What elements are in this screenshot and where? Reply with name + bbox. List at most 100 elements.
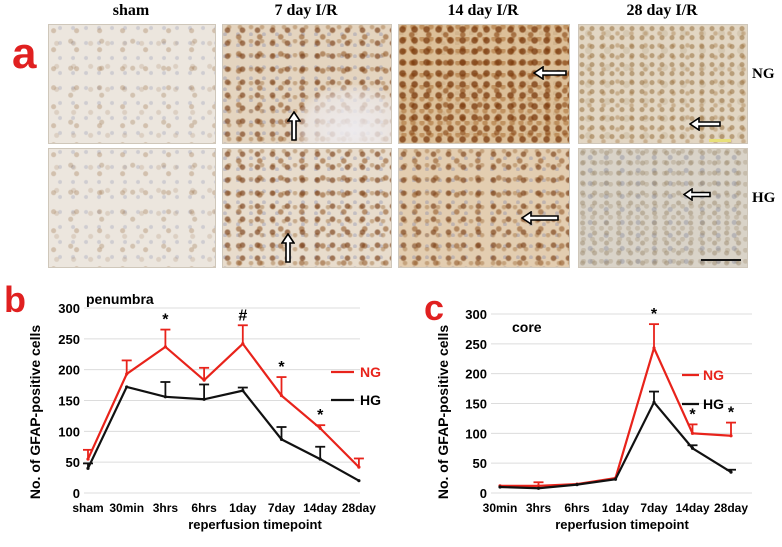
data-point: [357, 479, 361, 483]
micrograph-14day-ng: [398, 24, 570, 144]
data-point: [125, 385, 129, 389]
y-tick-label: 100: [465, 426, 487, 441]
data-point: [536, 484, 541, 488]
micrograph-sham-hg: [48, 148, 216, 268]
y-tick-label: 250: [58, 332, 80, 347]
y-tick-label: 200: [465, 367, 487, 382]
data-point: [613, 477, 618, 481]
data-point: [690, 431, 695, 435]
column-header-28day: 28 day I/R: [626, 2, 698, 19]
significance-marker: *: [162, 312, 169, 329]
series-line: [87, 385, 360, 482]
x-axis-title: reperfusion timepoint: [555, 517, 689, 532]
y-tick-label: 150: [465, 397, 487, 412]
micrograph-7day-hg: [222, 148, 392, 268]
row-label-ng: NG: [752, 66, 775, 82]
significance-marker: *: [689, 406, 696, 423]
x-tick-label: 7day: [268, 501, 296, 515]
micrograph-28day-ng: [578, 24, 748, 144]
chart-panel-b: 0 50 100 150 200 250 300 sham 30min 3hrs 6hrs 1day 7…: [27, 291, 381, 532]
data-point: [279, 393, 284, 398]
panel-b-letter: b: [4, 279, 26, 320]
series-line: [500, 344, 732, 487]
y-tick-label: 100: [58, 424, 80, 439]
y-tick-label: 150: [58, 394, 80, 409]
data-point: [575, 483, 579, 487]
data-point: [86, 457, 90, 461]
data-point: [279, 437, 284, 441]
data-point: [729, 434, 733, 438]
data-point: [125, 372, 129, 376]
arrow-up-icon: [281, 233, 295, 263]
x-tick-label: 1day: [229, 501, 257, 515]
legend-label-ng: NG: [360, 364, 381, 380]
data-point: [729, 470, 733, 474]
micrograph-14day-hg: [398, 148, 570, 268]
data-point: [163, 395, 167, 399]
x-tick-label: 30min: [483, 501, 518, 515]
chart-subtitle: penumbra: [86, 291, 154, 307]
micrograph-7day-ng: [222, 24, 392, 144]
x-tick-label: 14day: [303, 501, 337, 515]
column-header-7day: 7 day I/R: [274, 2, 338, 19]
data-point: [86, 466, 90, 470]
series-hg: [83, 381, 361, 483]
data-point: [202, 397, 206, 401]
y-axis-title: No. of GFAP-positive cells: [27, 325, 43, 499]
micrograph-28day-hg: [578, 148, 748, 268]
arrow-left-icon: [533, 66, 567, 80]
data-point: [652, 400, 656, 404]
chart-panel-c: 0 50 100 150 200 250 300 30min 3hrs 6hrs 1day 7day 1…: [435, 306, 752, 532]
x-tick-label: 14day: [675, 501, 709, 515]
data-point: [163, 345, 167, 349]
scale-bar: [701, 259, 741, 261]
arrow-up-icon: [287, 111, 301, 141]
y-tick-label: 200: [58, 363, 80, 378]
chart-subtitle: core: [512, 319, 542, 335]
significance-marker: #: [238, 307, 247, 324]
data-point: [498, 485, 502, 489]
x-tick-label: 6hrs: [564, 501, 590, 515]
panel-a-letter: a: [12, 29, 37, 78]
y-tick-label: 0: [480, 486, 487, 501]
series-hg: [498, 390, 736, 490]
y-tick-label: 250: [465, 337, 487, 352]
series-line: [86, 342, 360, 468]
data-point: [357, 465, 361, 469]
x-tick-label: 3hrs: [526, 501, 552, 515]
significance-marker: *: [278, 359, 285, 376]
micrograph-sham-ng: [48, 24, 216, 144]
arrow-left-icon: [689, 117, 721, 131]
data-point: [318, 426, 322, 430]
x-tick-label: sham: [72, 501, 103, 515]
legend-label-ng: NG: [703, 367, 724, 383]
data-point: [536, 486, 541, 490]
y-tick-label: 50: [473, 456, 487, 471]
y-tick-label: 0: [73, 486, 80, 501]
x-axis-title: reperfusion timepoint: [188, 517, 322, 532]
significance-marker: *: [728, 405, 735, 422]
row-label-hg: HG: [752, 190, 776, 206]
y-axis-title: No. of GFAP-positive cells: [435, 325, 451, 499]
legend-label-hg: HG: [360, 392, 381, 408]
data-point: [318, 457, 322, 461]
x-tick-label: 28day: [342, 501, 376, 515]
data-point: [690, 446, 695, 450]
data-point: [652, 346, 656, 350]
data-point: [202, 378, 206, 382]
panel-c-letter: c: [424, 287, 445, 328]
column-header-sham: sham: [112, 2, 150, 19]
significance-marker: *: [317, 407, 324, 424]
series-ng: [83, 324, 364, 469]
x-tick-label: 3hrs: [153, 501, 179, 515]
y-tick-label: 300: [58, 301, 80, 316]
arrow-left-icon: [521, 211, 559, 225]
y-tick-label: 50: [66, 455, 80, 470]
column-header-14day: 14 day I/R: [447, 2, 519, 19]
x-tick-label: 30min: [109, 501, 144, 515]
data-point: [241, 342, 245, 346]
y-tick-label: 300: [465, 307, 487, 322]
x-tick-label: 7day: [640, 501, 668, 515]
arrow-left-icon: [683, 188, 711, 201]
